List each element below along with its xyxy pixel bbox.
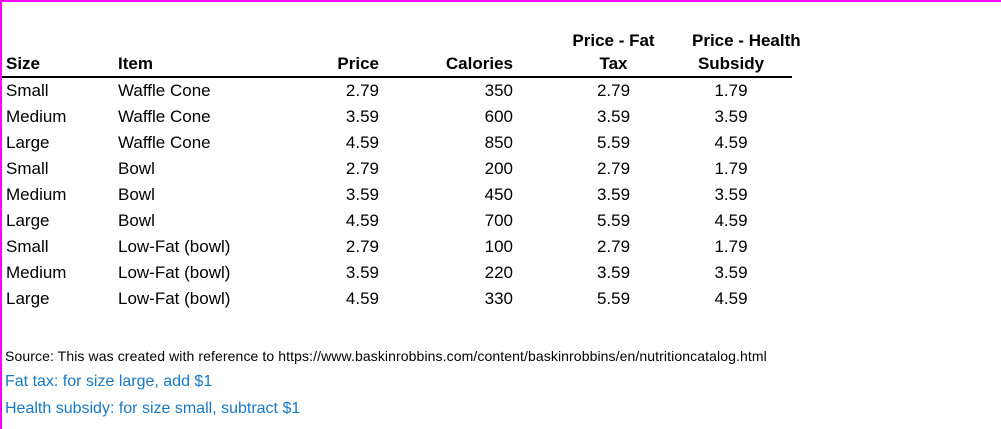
table-row: Large Low-Fat (bowl) 4.59 330 5.59 4.59 [2, 286, 792, 312]
cell-price: 2.79 [345, 159, 379, 178]
header-spacer [382, 24, 515, 51]
cell-health-subsidy: 4.59 [714, 133, 748, 152]
cell-health-subsidy: 3.59 [714, 263, 748, 282]
header-price-health-line1: Price - Health [692, 31, 801, 50]
cell-calories: 600 [484, 107, 513, 126]
cell-fat-tax: 2.79 [596, 159, 631, 178]
cell-health-subsidy: 4.59 [714, 289, 748, 308]
menu-price-table: Price - Fat Price - Health Size Item Pri… [2, 24, 801, 312]
header-spacer [2, 24, 118, 51]
cell-fat-tax: 3.59 [596, 263, 631, 282]
table-header-row-2: Size Item Price Calories Tax Subsidy [2, 51, 792, 78]
header-health-subsidy: Subsidy [692, 51, 792, 78]
fat-tax-note: Fat tax: for size large, add $1 [5, 373, 213, 390]
footer-notes: Source: This was created with reference … [2, 348, 1001, 418]
cell-item: Waffle Cone [118, 81, 211, 100]
cell-price: 4.59 [345, 133, 379, 152]
cell-size: Medium [6, 107, 67, 126]
cell-fat-tax: 2.79 [596, 237, 631, 256]
cell-calories: 850 [484, 133, 513, 152]
cell-item: Low-Fat (bowl) [118, 237, 231, 256]
cell-health-subsidy: 1.79 [714, 237, 748, 256]
header-spacer [278, 24, 382, 51]
header-price-fat-line1: Price - Fat [572, 31, 655, 50]
cell-size: Small [6, 159, 49, 178]
cell-size: Large [6, 289, 50, 308]
cell-fat-tax: 5.59 [596, 211, 631, 230]
cell-item: Low-Fat (bowl) [118, 263, 231, 282]
table-row: Small Bowl 2.79 200 2.79 1.79 [2, 156, 792, 182]
cell-price: 2.79 [345, 81, 379, 100]
table-row: Medium Bowl 3.59 450 3.59 3.59 [2, 182, 792, 208]
cell-fat-tax: 5.59 [596, 289, 631, 308]
cell-price: 4.59 [345, 289, 379, 308]
cell-item: Waffle Cone [118, 107, 211, 126]
cell-calories: 350 [484, 81, 513, 100]
table-row: Large Waffle Cone 4.59 850 5.59 4.59 [2, 130, 792, 156]
table-header: Price - Fat Price - Health Size Item Pri… [2, 24, 801, 78]
source-attribution: Source: This was created with reference … [5, 348, 767, 364]
cell-calories: 700 [484, 211, 513, 230]
table-row: Medium Low-Fat (bowl) 3.59 220 3.59 3.59 [2, 260, 792, 286]
cell-item: Low-Fat (bowl) [118, 289, 231, 308]
cell-price: 3.59 [345, 107, 379, 126]
cell-calories: 100 [484, 237, 513, 256]
cell-health-subsidy: 3.59 [714, 107, 748, 126]
table-row: Medium Waffle Cone 3.59 600 3.59 3.59 [2, 104, 792, 130]
cell-calories: 220 [484, 263, 513, 282]
cell-size: Small [6, 237, 49, 256]
cell-health-subsidy: 1.79 [714, 159, 748, 178]
cell-size: Medium [6, 263, 67, 282]
cell-size: Medium [6, 185, 67, 204]
cell-health-subsidy: 1.79 [714, 81, 748, 100]
header-size: Size [2, 51, 118, 78]
cell-item: Bowl [118, 159, 155, 178]
cell-size: Small [6, 81, 49, 100]
header-item: Item [118, 51, 278, 78]
health-subsidy-note: Health subsidy: for size small, subtract… [5, 400, 301, 417]
cell-fat-tax: 3.59 [596, 107, 631, 126]
cell-health-subsidy: 3.59 [714, 185, 748, 204]
table-row: Small Low-Fat (bowl) 2.79 100 2.79 1.79 [2, 234, 792, 260]
cell-price: 3.59 [345, 185, 379, 204]
cell-item: Waffle Cone [118, 133, 211, 152]
cell-calories: 200 [484, 159, 513, 178]
cell-item: Bowl [118, 211, 155, 230]
header-calories: Calories [382, 51, 515, 78]
cell-fat-tax: 2.79 [596, 81, 631, 100]
cell-price: 3.59 [345, 263, 379, 282]
header-fat-tax: Tax [515, 51, 692, 78]
table-body: Small Waffle Cone 2.79 350 2.79 1.79 Med… [2, 77, 792, 312]
table-row: Small Waffle Cone 2.79 350 2.79 1.79 [2, 77, 792, 104]
cell-calories: 450 [484, 185, 513, 204]
table-header-row-1: Price - Fat Price - Health [2, 24, 801, 51]
cell-size: Large [6, 211, 50, 230]
cell-price: 4.59 [345, 211, 379, 230]
cell-calories: 330 [484, 289, 513, 308]
cell-price: 2.79 [345, 237, 379, 256]
header-price: Price [278, 51, 382, 78]
table-row: Large Bowl 4.59 700 5.59 4.59 [2, 208, 792, 234]
cell-size: Large [6, 133, 50, 152]
cell-item: Bowl [118, 185, 155, 204]
cell-health-subsidy: 4.59 [714, 211, 748, 230]
cell-fat-tax: 5.59 [596, 133, 631, 152]
header-spacer [118, 24, 278, 51]
cell-fat-tax: 3.59 [596, 185, 631, 204]
